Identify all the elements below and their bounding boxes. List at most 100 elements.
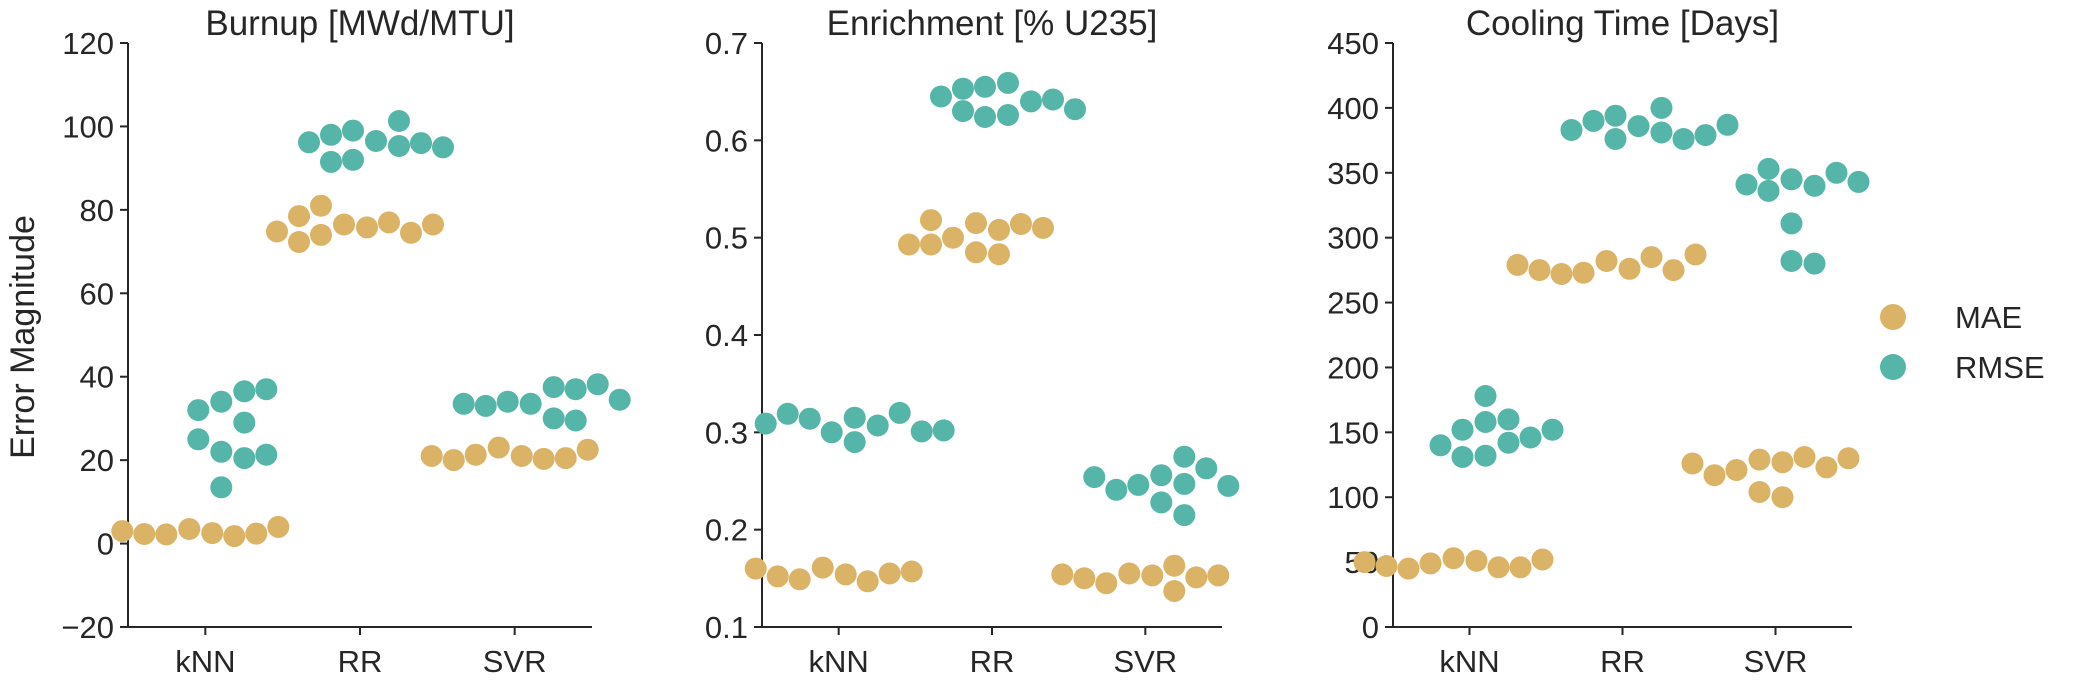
- y-tick-label: 100: [1327, 480, 1379, 515]
- data-point-rmse: [798, 407, 821, 430]
- data-point-mae: [576, 438, 599, 461]
- data-point-rmse: [1020, 90, 1042, 113]
- data-point-rmse: [1780, 212, 1803, 235]
- data-point-rmse: [233, 447, 256, 470]
- data-point-rmse: [1173, 504, 1196, 527]
- data-point-mae: [422, 213, 444, 236]
- data-point-rmse: [210, 476, 233, 499]
- data-point-rmse: [1474, 444, 1497, 467]
- data-point-rmse: [843, 406, 866, 429]
- data-point-rmse: [1173, 472, 1196, 495]
- y-tick-label: 450: [1327, 26, 1379, 61]
- data-point-rmse: [1150, 464, 1173, 487]
- chart-panel-1: Burnup [MWd/MTU] −20 0 20 40 60 80 100 120 kNN RR S…: [61, 4, 631, 679]
- y-tick-label: 300: [1327, 221, 1379, 256]
- data-point-rmse: [866, 414, 889, 437]
- data-point-mae: [1748, 448, 1771, 471]
- data-point-mae: [400, 221, 422, 244]
- data-point-rmse: [952, 77, 974, 100]
- data-point-rmse: [1716, 113, 1739, 136]
- data-point-mae: [1793, 446, 1816, 468]
- data-point-mae: [310, 223, 332, 246]
- data-point-rmse: [1757, 157, 1780, 180]
- y-tick-label: 80: [80, 193, 114, 228]
- data-point-rmse: [452, 392, 475, 415]
- y-tick-label: 0: [97, 527, 114, 562]
- data-point-mae: [378, 211, 400, 234]
- y-tick-label: 0.1: [705, 610, 748, 645]
- data-point-mae: [1748, 481, 1771, 503]
- data-point-rmse: [1195, 457, 1218, 480]
- data-point-rmse: [1105, 478, 1128, 501]
- data-point-rmse: [1560, 119, 1583, 141]
- y-tick-label: 0: [1362, 610, 1379, 645]
- y-tick-label: −20: [61, 610, 114, 645]
- chart-panels: Burnup [MWd/MTU] −20 0 20 40 60 80 100 120 kNN RR S…: [61, 4, 1870, 679]
- data-point-mae: [1141, 564, 1164, 587]
- data-point-rmse: [888, 401, 911, 424]
- data-point-mae: [1419, 552, 1442, 575]
- data-point-mae: [1010, 213, 1032, 235]
- data-point-rmse: [1694, 124, 1717, 147]
- data-point-mae: [1163, 554, 1186, 577]
- data-point-mae: [920, 209, 942, 232]
- y-tick-label: 40: [80, 360, 114, 395]
- legend-marker-mae: [1880, 304, 1906, 330]
- data-point-rmse: [1780, 168, 1803, 191]
- x-tick-label: kNN: [1439, 644, 1499, 679]
- data-point-rmse: [1604, 104, 1627, 127]
- y-tick-label: 120: [62, 26, 114, 61]
- data-point-rmse: [608, 388, 631, 411]
- data-point-rmse: [1650, 121, 1673, 144]
- data-point-mae: [744, 557, 767, 580]
- data-point-mae: [1051, 563, 1074, 586]
- data-point-rmse: [1541, 418, 1564, 441]
- data-point-mae: [1442, 547, 1465, 570]
- data-point-rmse: [754, 412, 777, 435]
- data-point-mae: [1662, 259, 1685, 282]
- data-point-mae: [1163, 580, 1186, 602]
- data-point-mae: [1375, 555, 1398, 577]
- data-point-rmse: [1803, 252, 1826, 275]
- data-point-rmse: [1604, 128, 1627, 150]
- data-point-mae: [1353, 551, 1376, 574]
- data-point-mae: [1618, 257, 1641, 280]
- data-point-mae: [900, 560, 923, 583]
- data-point-mae: [766, 565, 789, 588]
- data-point-rmse: [1150, 491, 1173, 514]
- x-tick-label: RR: [338, 644, 383, 679]
- data-point-rmse: [1474, 411, 1497, 433]
- data-point-mae: [201, 522, 224, 545]
- data-point-rmse: [1780, 250, 1803, 272]
- data-point-rmse: [255, 443, 278, 466]
- y-tick-label: 0.3: [705, 415, 748, 450]
- data-point-mae: [420, 445, 443, 467]
- data-point-rmse: [932, 419, 955, 442]
- data-point-mae: [1681, 452, 1704, 475]
- chart-panel-2: Enrichment [% U235] 0.1 0.2 0.3 0.4 0.5 0.6 0.7…: [705, 4, 1240, 679]
- x-tick-label: SVR: [1744, 644, 1808, 679]
- data-point-mae: [1095, 572, 1118, 595]
- data-point-rmse: [564, 378, 587, 401]
- y-tick-label: 250: [1327, 286, 1379, 321]
- y-tick-label: 0.4: [705, 318, 748, 353]
- data-point-rmse: [496, 390, 519, 413]
- data-point-mae: [1506, 253, 1529, 276]
- y-tick-label: 0.6: [705, 123, 748, 158]
- data-point-rmse: [1451, 418, 1474, 441]
- data-point-rmse: [187, 428, 210, 451]
- legend-label-rmse: RMSE: [1955, 350, 2045, 385]
- data-point-rmse: [1847, 170, 1870, 193]
- data-point-rmse: [586, 373, 609, 396]
- data-point-rmse: [342, 148, 364, 171]
- data-point-rmse: [542, 376, 565, 399]
- data-point-rmse: [1451, 446, 1474, 468]
- data-point-rmse: [233, 411, 256, 434]
- data-point-rmse: [388, 110, 410, 132]
- data-point-mae: [1032, 216, 1054, 239]
- data-point-rmse: [210, 390, 233, 413]
- data-point-mae: [1487, 556, 1510, 579]
- data-point-rmse: [843, 431, 866, 454]
- data-point-rmse: [210, 440, 233, 463]
- x-tick-label: RR: [970, 644, 1015, 679]
